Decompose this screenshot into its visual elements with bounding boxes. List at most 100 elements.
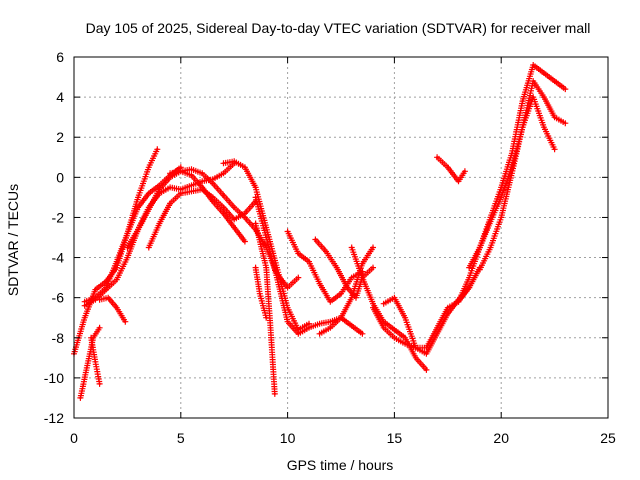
data-point [382,326,385,329]
series-arc-10 [252,194,366,337]
data-point [179,192,182,195]
data-point [393,296,396,299]
data-point [361,262,364,265]
data-point [265,236,268,239]
y-tick-label: 0 [56,169,64,185]
data-point [510,172,514,175]
data-point [500,216,503,219]
data-point [136,228,140,231]
data-point [273,392,276,396]
data-point [457,300,460,303]
data-point [89,336,93,339]
data-point [269,326,272,329]
data-point [335,266,338,269]
data-point [382,302,385,305]
data-point [371,246,375,249]
y-tick-label: -8 [52,330,65,346]
data-point [233,218,236,221]
y-tick-label: -4 [52,250,65,266]
data-point [435,156,439,159]
data-point [307,260,311,263]
data-point [265,316,268,319]
data-point [233,160,236,163]
data-point [361,332,364,335]
data-point [393,328,396,331]
data-point [478,246,482,249]
data-point [94,288,97,291]
data-point [564,87,567,91]
data-point [521,99,524,103]
data-point [258,292,262,295]
data-point [115,260,118,263]
y-tick-label: 6 [56,49,64,65]
data-point [243,240,247,243]
data-point [179,166,182,169]
data-point [435,332,439,335]
data-point [371,266,375,269]
data-point [542,125,546,129]
data-point [94,360,97,364]
data-point [286,230,289,233]
data-point [403,336,407,339]
data-point [147,192,150,195]
data-point [115,278,118,281]
data-point [243,166,247,169]
data-point [329,326,332,329]
data-point [329,300,332,303]
x-tick-label: 5 [177,430,185,446]
data-point [361,276,364,279]
data-point [233,206,236,209]
chart-title: Day 105 of 2025, Sidereal Day-to-day VTE… [86,20,591,36]
data-point [318,332,321,335]
y-tick-label: 4 [56,89,64,105]
data-point [350,324,353,327]
data-point [83,316,86,319]
data-point [297,332,300,335]
data-point [179,188,182,191]
data-point [446,306,449,309]
data-point [393,336,396,339]
data-point [158,188,161,191]
data-point [190,190,193,193]
data-point [211,196,215,199]
data-point [136,206,140,209]
x-axis-label: GPS time / hours [287,457,394,473]
y-tick-label: 2 [56,129,64,145]
data-point [83,300,86,303]
data-point [489,246,492,249]
data-point [467,286,471,289]
series-arc-17 [434,154,468,185]
data-point [425,352,428,356]
data-point [254,186,257,189]
data-point [200,180,204,183]
data-point [190,184,193,187]
plot-frame [73,56,609,419]
series-arc-05 [145,186,259,251]
data-point [371,306,375,309]
data-point [500,196,503,199]
data-point [179,170,182,173]
data-point [222,212,225,215]
data-point [467,266,471,269]
data-point [222,162,225,165]
data-point [346,286,349,289]
data-point [286,320,289,323]
data-point [446,166,449,169]
data-point [307,322,311,325]
series-arc-08 [252,220,278,397]
data-point [222,194,225,197]
data-point [136,196,140,199]
data-point [532,79,535,83]
data-point [275,276,279,279]
y-tick-label: -12 [44,410,64,426]
data-point [158,222,161,225]
x-tick-label: 0 [70,430,78,446]
data-point [126,256,129,259]
data-point [521,125,524,129]
data-point [553,79,556,83]
data-point [233,226,236,229]
y-axis-label: SDTVAR / TECUs [5,184,21,296]
data-point [254,222,257,225]
data-point [329,320,332,323]
data-point [414,356,417,360]
